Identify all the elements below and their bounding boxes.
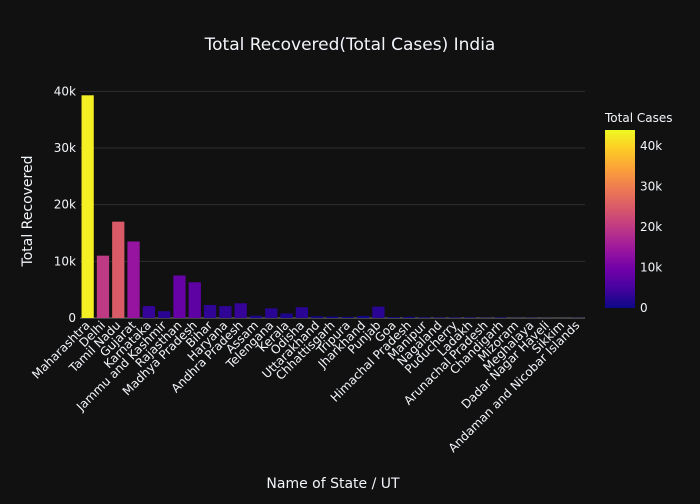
bar: [127, 242, 139, 319]
bar: [342, 317, 354, 318]
colorbar-tick-label: 30k: [640, 180, 662, 194]
bar: [464, 317, 476, 318]
bar: [311, 316, 323, 318]
bar: [280, 313, 292, 318]
bar: [357, 316, 369, 318]
bar: [296, 307, 308, 318]
bar: [250, 316, 262, 318]
bar: [235, 303, 247, 318]
bar: [326, 317, 338, 318]
x-axis-label: Name of State / UT: [266, 476, 400, 492]
bar: [189, 282, 201, 318]
bar: [418, 317, 430, 318]
bar: [388, 317, 400, 318]
bar: [403, 317, 415, 318]
colorbar-tick-label: 10k: [640, 261, 662, 275]
bar: [204, 305, 216, 318]
y-tick-label: 30k: [54, 141, 76, 155]
colorbar-tick-label: 20k: [640, 220, 662, 234]
bar: [372, 307, 384, 318]
bar: [434, 317, 446, 318]
bar: [97, 256, 109, 318]
bar: [495, 317, 507, 318]
bar: [173, 276, 185, 319]
colorbar: Total Cases 0 10k 20k 30k 40k: [604, 111, 672, 315]
bar: [158, 311, 170, 318]
colorbar-ticks: 0 10k 20k 30k 40k: [640, 139, 662, 315]
bars: [82, 95, 584, 318]
y-axis-label: Total Recovered: [20, 156, 36, 268]
y-tick-label: 10k: [54, 254, 76, 268]
y-axis-ticks: 0 10k 20k 30k 40k: [54, 84, 76, 325]
colorbar-tick-label: 0: [640, 301, 648, 315]
chart-title: Total Recovered(Total Cases) India: [204, 35, 496, 55]
bar: [449, 317, 461, 318]
bar: [112, 222, 124, 318]
bar: [219, 306, 231, 318]
bar: [143, 306, 155, 318]
bar: [82, 95, 94, 318]
y-tick-label: 0: [68, 311, 76, 325]
y-tick-label: 40k: [54, 84, 76, 98]
colorbar-gradient: [605, 130, 635, 308]
gridlines: [80, 91, 585, 318]
colorbar-tick-label: 40k: [640, 139, 662, 153]
bar: [265, 308, 277, 318]
y-tick-label: 20k: [54, 198, 76, 212]
colorbar-title: Total Cases: [604, 111, 672, 125]
